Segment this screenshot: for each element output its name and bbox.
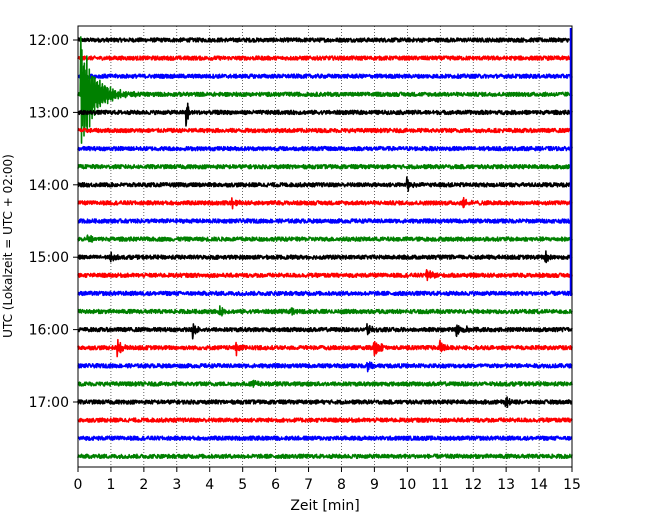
x-tick-label: 8 bbox=[337, 477, 346, 493]
x-tick-label: 4 bbox=[205, 477, 214, 493]
trace-line bbox=[77, 379, 573, 388]
trace-line bbox=[77, 36, 573, 144]
x-tick-label: 0 bbox=[74, 477, 83, 493]
trace-line bbox=[77, 127, 573, 134]
y-tick-label: 12:00 bbox=[29, 33, 69, 49]
x-tick-label: 1 bbox=[106, 477, 115, 493]
x-axis: 0 1 2 3 4 5 6 7 8 9 10 11 12 13 14 15 bbox=[74, 467, 581, 493]
y-axis: 12:00 13:00 14:00 15:00 16:00 17:00 bbox=[29, 33, 78, 411]
trace-line bbox=[77, 55, 573, 61]
trace-line bbox=[77, 163, 573, 170]
trace-line bbox=[77, 435, 573, 441]
x-tick-label: 3 bbox=[172, 477, 181, 493]
trace-line bbox=[77, 234, 573, 243]
trace-line bbox=[77, 37, 573, 43]
y-tick-label: 14:00 bbox=[29, 178, 69, 194]
trace-line bbox=[77, 396, 573, 409]
plot-background bbox=[78, 26, 572, 467]
trace-line bbox=[77, 453, 573, 460]
y-tick-label: 13:00 bbox=[29, 105, 69, 121]
x-tick-label: 12 bbox=[464, 477, 482, 493]
trace-line bbox=[77, 145, 573, 152]
trace-line bbox=[77, 218, 573, 224]
y-tick-label: 17:00 bbox=[29, 395, 69, 411]
x-tick-label: 7 bbox=[304, 477, 313, 493]
trace-line bbox=[77, 250, 573, 264]
x-tick-label: 13 bbox=[497, 477, 515, 493]
trace-line bbox=[77, 73, 573, 79]
trace-group bbox=[77, 28, 573, 460]
trace-line bbox=[77, 417, 573, 423]
x-tick-label: 10 bbox=[398, 477, 416, 493]
x-tick-label: 2 bbox=[139, 477, 148, 493]
trace-line bbox=[77, 102, 573, 127]
x-tick-label: 9 bbox=[370, 477, 379, 493]
x-tick-label: 6 bbox=[271, 477, 280, 493]
trace-line bbox=[77, 361, 573, 373]
y-tick-label: 16:00 bbox=[29, 323, 69, 339]
trace-line bbox=[77, 305, 573, 317]
trace-line bbox=[77, 290, 573, 297]
trace-line bbox=[77, 268, 573, 282]
y-axis-title: UTC (Lokalzeit = UTC + 02:00) bbox=[1, 154, 15, 338]
trace-line bbox=[77, 196, 573, 210]
x-tick-label: 14 bbox=[530, 477, 548, 493]
trace-line bbox=[77, 176, 573, 192]
trace-line bbox=[77, 338, 573, 358]
x-tick-label: 11 bbox=[431, 477, 449, 493]
x-tick-label: 15 bbox=[563, 477, 581, 493]
x-axis-title: Zeit [min] bbox=[290, 498, 359, 514]
plot-frame bbox=[77, 25, 573, 468]
x-tick-label: 5 bbox=[238, 477, 247, 493]
y-tick-label: 15:00 bbox=[29, 250, 69, 266]
trace-line bbox=[77, 322, 573, 340]
